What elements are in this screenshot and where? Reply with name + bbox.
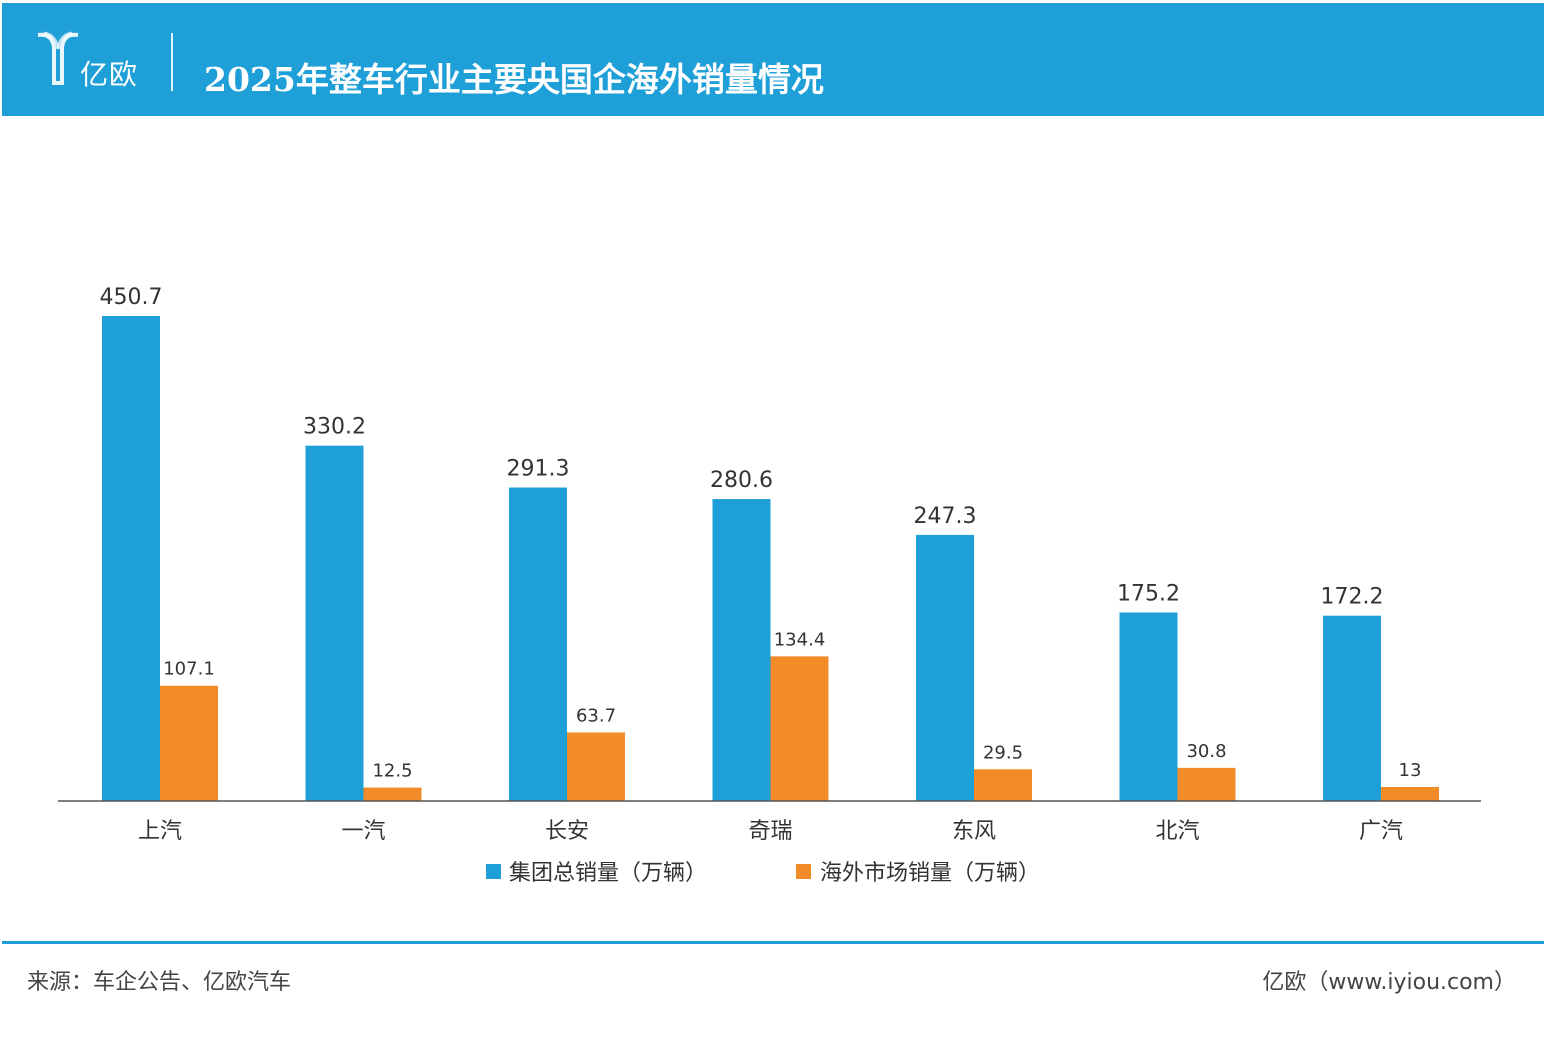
x-tick-label-4: 奇瑞 xyxy=(748,819,792,844)
legend-label-1: 集团总销量（万辆） xyxy=(509,861,707,886)
bar-total-5 xyxy=(916,534,974,801)
logo-text: 亿欧 xyxy=(80,58,139,91)
bar-total-2 xyxy=(305,445,364,801)
source-text: 来源：车企公告、亿欧汽车 xyxy=(27,970,292,995)
bar-overseas-6 xyxy=(1177,767,1236,801)
data-label-total-7: 172.2 xyxy=(1321,585,1384,610)
data-label-overseas-7: 13 xyxy=(1399,760,1422,781)
legend-swatch-1 xyxy=(486,864,501,879)
page-title: 2025年整车行业主要央国企海外销量情况 xyxy=(204,60,824,99)
legend-label-2: 海外市场销量（万辆） xyxy=(820,861,1040,886)
bar-overseas-3 xyxy=(567,732,625,801)
yiou-logo-icon xyxy=(37,31,79,85)
bar-overseas-4 xyxy=(770,656,829,801)
data-label-total-6: 175.2 xyxy=(1117,581,1180,606)
data-label-total-2: 330.2 xyxy=(303,415,366,440)
x-tick-label-2: 一汽 xyxy=(341,819,385,844)
bar-overseas-5 xyxy=(974,769,1032,801)
data-label-total-1: 450.7 xyxy=(100,285,163,310)
bar-total-3 xyxy=(509,487,567,801)
x-tick-label-5: 东风 xyxy=(952,819,996,844)
x-tick-label-6: 北汽 xyxy=(1155,819,1199,844)
bar-total-7 xyxy=(1323,615,1381,801)
data-label-total-3: 291.3 xyxy=(507,457,570,482)
data-label-overseas-6: 30.8 xyxy=(1186,741,1226,762)
bar-total-1 xyxy=(102,316,160,801)
data-label-overseas-3: 63.7 xyxy=(576,705,616,726)
data-label-overseas-4: 134.4 xyxy=(774,629,826,650)
bar-overseas-2 xyxy=(363,787,422,801)
header-divider xyxy=(171,33,173,91)
data-label-overseas-5: 29.5 xyxy=(983,742,1023,763)
header-banner: 亿欧 2025年整车行业主要央国企海外销量情况 xyxy=(2,3,1544,116)
data-label-total-5: 247.3 xyxy=(914,504,977,529)
legend-swatch-2 xyxy=(796,864,811,879)
bar-overseas-1 xyxy=(160,685,218,801)
x-tick-label-7: 广汽 xyxy=(1359,819,1403,844)
site-text: 亿欧（www.iyiou.com） xyxy=(1262,970,1516,995)
bar-total-6 xyxy=(1119,612,1178,801)
x-tick-label-1: 上汽 xyxy=(138,819,182,844)
bar-overseas-7 xyxy=(1381,787,1439,801)
data-label-overseas-2: 12.5 xyxy=(372,761,412,782)
data-label-total-4: 280.6 xyxy=(710,468,773,493)
bar-total-4 xyxy=(712,499,771,801)
x-tick-label-3: 长安 xyxy=(545,819,589,844)
footer-divider xyxy=(2,941,1544,944)
data-label-overseas-1: 107.1 xyxy=(163,659,215,680)
